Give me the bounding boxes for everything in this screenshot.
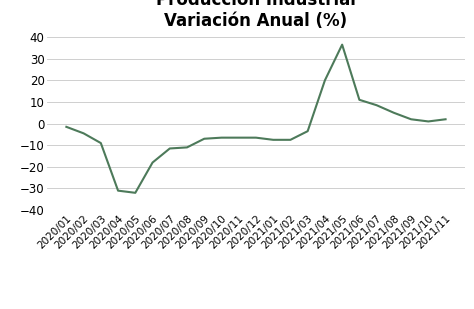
Title: Producción Industrial
Variación Anual (%): Producción Industrial Variación Anual (%… bbox=[156, 0, 356, 30]
